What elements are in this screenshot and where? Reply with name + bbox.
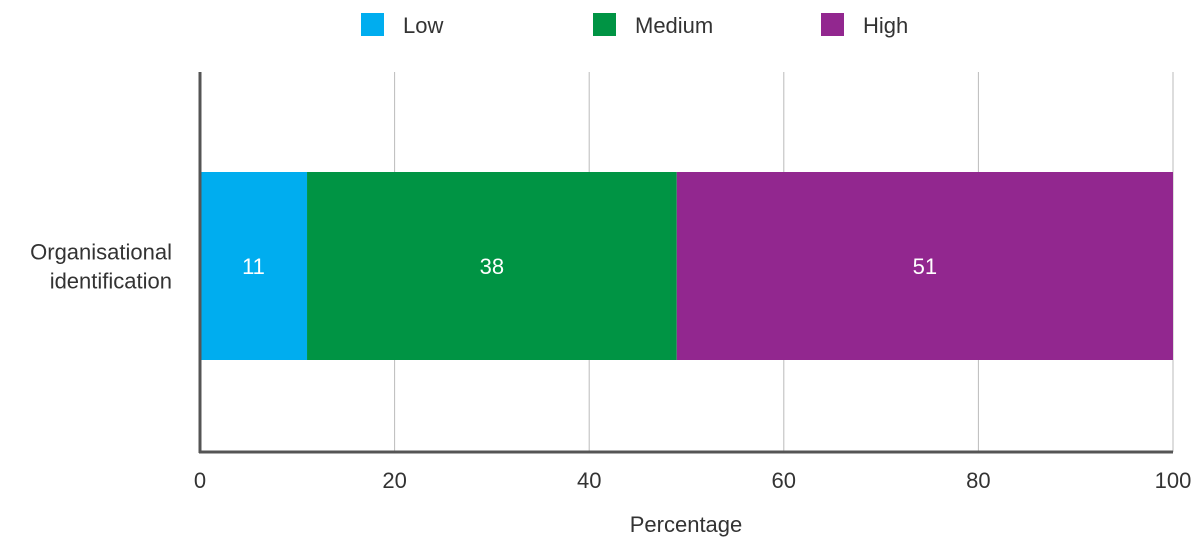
bar-medium[interactable] [307,172,677,360]
category-label-line-1: Organisational [30,240,172,265]
x-tick-label-60: 60 [772,468,796,493]
legend-label-medium: Medium [635,13,713,38]
x-tick-label-100: 100 [1155,468,1192,493]
bar-high[interactable] [676,172,1173,360]
category-label-line-2: identification [50,269,172,294]
data-label-low: 11 [242,254,265,279]
legend-swatch-high[interactable] [821,13,844,36]
legend-swatch-medium[interactable] [593,13,616,36]
data-label-medium: 38 [480,254,504,279]
legend-label-low: Low [403,13,443,38]
x-tick-label-40: 40 [577,468,601,493]
x-axis-title: Percentage [630,512,743,537]
legend-swatch-low[interactable] [361,13,384,36]
bar-low[interactable] [200,172,308,360]
x-tick-label-20: 20 [382,468,406,493]
x-tick-label-0: 0 [194,468,206,493]
x-tick-label-80: 80 [966,468,990,493]
legend-label-high: High [863,13,908,38]
data-label-high: 51 [913,254,937,279]
